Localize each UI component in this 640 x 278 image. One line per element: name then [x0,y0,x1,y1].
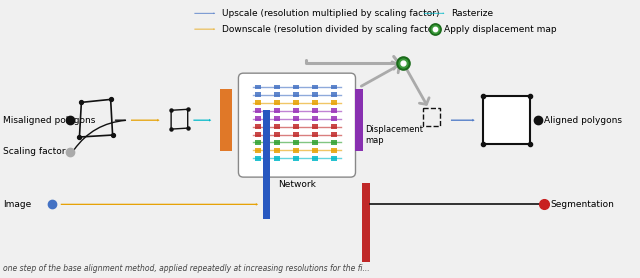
Bar [355,90,364,151]
Bar [255,124,261,129]
Bar [255,85,261,90]
Bar [331,85,337,90]
Text: Segmentation: Segmentation [550,200,614,209]
Bar [312,100,318,105]
Bar [312,108,318,113]
Bar [274,140,280,145]
Bar [331,100,337,105]
Bar [293,100,299,105]
Text: Downscale (resolution divided by scaling factor): Downscale (resolution divided by scaling… [222,25,440,34]
Bar [312,93,318,97]
Text: one step of the base alignment method, applied repeatedly at increasing resoluti: one step of the base alignment method, a… [3,264,370,273]
Text: Image: Image [3,200,31,209]
Bar [255,148,261,153]
Text: Misaligned polygons: Misaligned polygons [3,116,96,125]
FancyBboxPatch shape [239,73,355,177]
Text: Aligned polygons: Aligned polygons [544,116,622,125]
Bar [293,140,299,145]
Bar [263,110,269,219]
Text: Displacement
map: Displacement map [365,125,423,145]
Bar [293,148,299,153]
Bar [312,148,318,153]
Bar [274,85,280,90]
Bar [293,124,299,129]
Bar [312,156,318,161]
Bar [274,116,280,121]
Bar [331,156,337,161]
Text: Upscale (resolution multiplied by scaling factor): Upscale (resolution multiplied by scalin… [222,9,439,18]
Bar [312,140,318,145]
Bar [255,116,261,121]
Bar [331,108,337,113]
Bar [293,85,299,90]
Text: Apply displacement map: Apply displacement map [444,25,557,34]
Text: Network: Network [278,180,316,189]
Bar [362,183,370,262]
Bar [312,116,318,121]
Bar [312,85,318,90]
Bar [274,132,280,137]
Bar [220,90,232,151]
Bar [274,156,280,161]
Bar [312,132,318,137]
Bar [331,93,337,97]
Bar [483,96,530,144]
Bar [255,108,261,113]
Bar [274,93,280,97]
Bar [293,93,299,97]
Bar [293,116,299,121]
Bar [331,116,337,121]
Bar [293,108,299,113]
Bar [255,93,261,97]
Text: Rasterize: Rasterize [451,9,493,18]
Bar [255,140,261,145]
Bar [255,132,261,137]
Bar [274,108,280,113]
Bar [255,100,261,105]
Bar [293,132,299,137]
Bar [274,100,280,105]
Bar [331,148,337,153]
Bar [255,156,261,161]
Bar [331,132,337,137]
Text: Scaling factor: Scaling factor [3,147,66,156]
Bar [312,124,318,129]
Bar [293,156,299,161]
Bar [331,140,337,145]
Bar [331,124,337,129]
Bar [274,148,280,153]
Bar [274,124,280,129]
